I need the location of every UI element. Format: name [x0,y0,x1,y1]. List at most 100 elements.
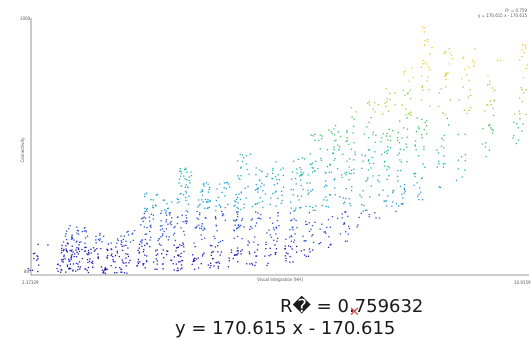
scatter-point [362,210,364,212]
scatter-point [241,160,244,163]
scatter-point [230,251,233,253]
scatter-point [287,253,289,255]
scatter-point [468,66,470,68]
scatter-point [168,236,170,238]
scatter-point [421,85,424,87]
scatter-point [385,135,387,137]
scatter-point [436,149,438,151]
scatter-point [173,227,175,229]
scatter-point [165,228,168,230]
scatter-point [68,227,70,230]
scatter-point [300,168,302,171]
scatter-point [90,262,93,264]
scatter-point [299,175,301,177]
scatter-point [367,137,370,139]
scatter-point [488,124,490,127]
scatter-point [382,133,384,135]
scatter-point [469,107,472,109]
scatter-point [210,254,212,256]
scatter-point [401,104,403,106]
scatter-point [329,164,331,166]
scatter-point [87,266,90,269]
scatter-point [519,113,521,115]
scatter-point [224,207,226,209]
scatter-point [248,242,250,244]
scatter-point [202,229,204,231]
y-tick-label-top: 1000 [20,16,31,21]
scatter-point [400,203,403,205]
scatter-point [70,250,72,252]
scatter-point [369,104,371,106]
scatter-point [275,205,277,207]
scatter-point [71,238,74,240]
scatter-point [236,247,239,249]
scatter-point [291,248,293,250]
scatter-point [362,190,364,192]
scatter-point [400,170,402,172]
scatter-point [212,258,214,260]
scatter-point [484,110,486,112]
scatter-point [389,92,391,94]
scatter-point [519,118,521,120]
scatter-point [334,157,336,160]
scatter-point [289,261,291,263]
scatter-point [370,167,372,169]
scatter-point [327,219,330,221]
scatter-point [241,237,243,240]
scatter-point [306,182,308,184]
scatter-point [185,184,187,186]
scatter-point [102,270,105,272]
scatter-point [367,149,370,151]
scatter-point [311,166,313,169]
scatter-point [262,190,264,192]
scatter-point [184,220,186,223]
scatter-point [187,211,189,213]
scatter-point [277,174,279,176]
scatter-point [129,241,132,243]
scatter-point [197,267,200,269]
scatter-point [329,244,331,246]
scatter-point [145,192,148,194]
scatter-point [513,135,515,137]
scatter-point [374,151,376,153]
scatter-point [240,208,242,211]
scatter-point [167,239,170,241]
scatter-point [79,268,81,270]
scatter-point [300,207,302,209]
scatter-point [293,160,295,162]
scatter-point [66,264,69,266]
scatter-point [144,244,146,247]
scatter-point [156,268,158,270]
scatter-point [73,239,75,241]
scatter-point [330,243,332,245]
scatter-point [265,248,267,250]
scatter-point [473,62,475,64]
scatter-point [170,224,172,226]
scatter-point [120,243,122,245]
scatter-point [111,248,113,251]
scatter-point [329,226,331,228]
scatter-point [193,268,196,271]
scatter-point [397,154,399,156]
scatter-point [63,250,65,252]
scatter-point [443,147,445,149]
scatter-point [143,216,145,218]
scatter-point [263,184,265,186]
scatter-point [77,230,79,232]
scatter-point [77,266,79,268]
scatter-point [350,173,352,175]
scatter-point [234,254,237,256]
scatter-point [404,183,406,186]
scatter-point [403,187,405,189]
scatter-point [350,148,352,150]
scatter-point [189,182,191,184]
scatter-point [193,258,195,260]
scatter-point [295,183,297,185]
scatter-point [403,192,405,194]
scatter-point [290,188,292,191]
scatter-point [179,168,181,170]
scatter-point [328,171,330,174]
scatter-point [289,212,292,214]
scatter-point [365,180,367,182]
scatter-point [126,272,128,274]
